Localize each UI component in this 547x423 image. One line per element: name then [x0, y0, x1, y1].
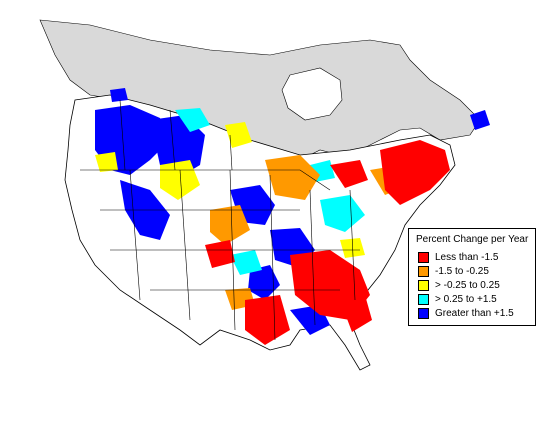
legend-label: Less than -1.5 — [435, 251, 499, 263]
legend: Percent Change per Year Less than -1.5 -… — [408, 228, 536, 326]
pixel-cluster-cyan — [175, 108, 210, 132]
pixel-cluster-orange — [210, 205, 250, 245]
legend-swatch — [418, 293, 429, 305]
pixel-cluster-yellow — [225, 122, 252, 148]
boundary-lines — [80, 99, 360, 341]
legend-item: -1.5 to -0.25 — [418, 265, 489, 277]
legend-swatch — [418, 251, 429, 263]
pixel-cluster-red — [245, 295, 290, 345]
legend-item: > 0.25 to +1.5 — [418, 293, 497, 305]
legend-label: > -0.25 to 0.25 — [435, 279, 500, 291]
pixel-cluster-cyan — [230, 250, 262, 275]
legend-item: Less than -1.5 — [418, 251, 498, 263]
pixel-cluster-red — [205, 240, 235, 268]
legend-item: > -0.25 to 0.25 — [418, 279, 500, 291]
pixel-cluster-yellow — [95, 152, 118, 172]
pixel-cluster-blue — [110, 88, 128, 102]
legend-item: Greater than +1.5 — [418, 307, 514, 319]
legend-title: Percent Change per Year — [416, 234, 529, 245]
hudson-bay — [281, 67, 343, 121]
pixel-cluster-red — [340, 295, 372, 332]
legend-label: > 0.25 to +1.5 — [435, 293, 497, 305]
legend-label: Greater than +1.5 — [435, 307, 514, 319]
legend-swatch — [418, 265, 429, 277]
pixel-cluster-orange — [265, 155, 320, 200]
legend-label: -1.5 to -0.25 — [435, 265, 489, 277]
legend-swatch — [418, 307, 429, 319]
pixel-cluster-cyan — [320, 195, 365, 232]
pixel-cluster-red — [380, 140, 450, 205]
pixel-cluster-red — [330, 160, 368, 188]
pixel-cluster-blue — [248, 265, 280, 300]
pixel-cluster-blue — [470, 110, 490, 130]
legend-swatch — [418, 279, 429, 291]
